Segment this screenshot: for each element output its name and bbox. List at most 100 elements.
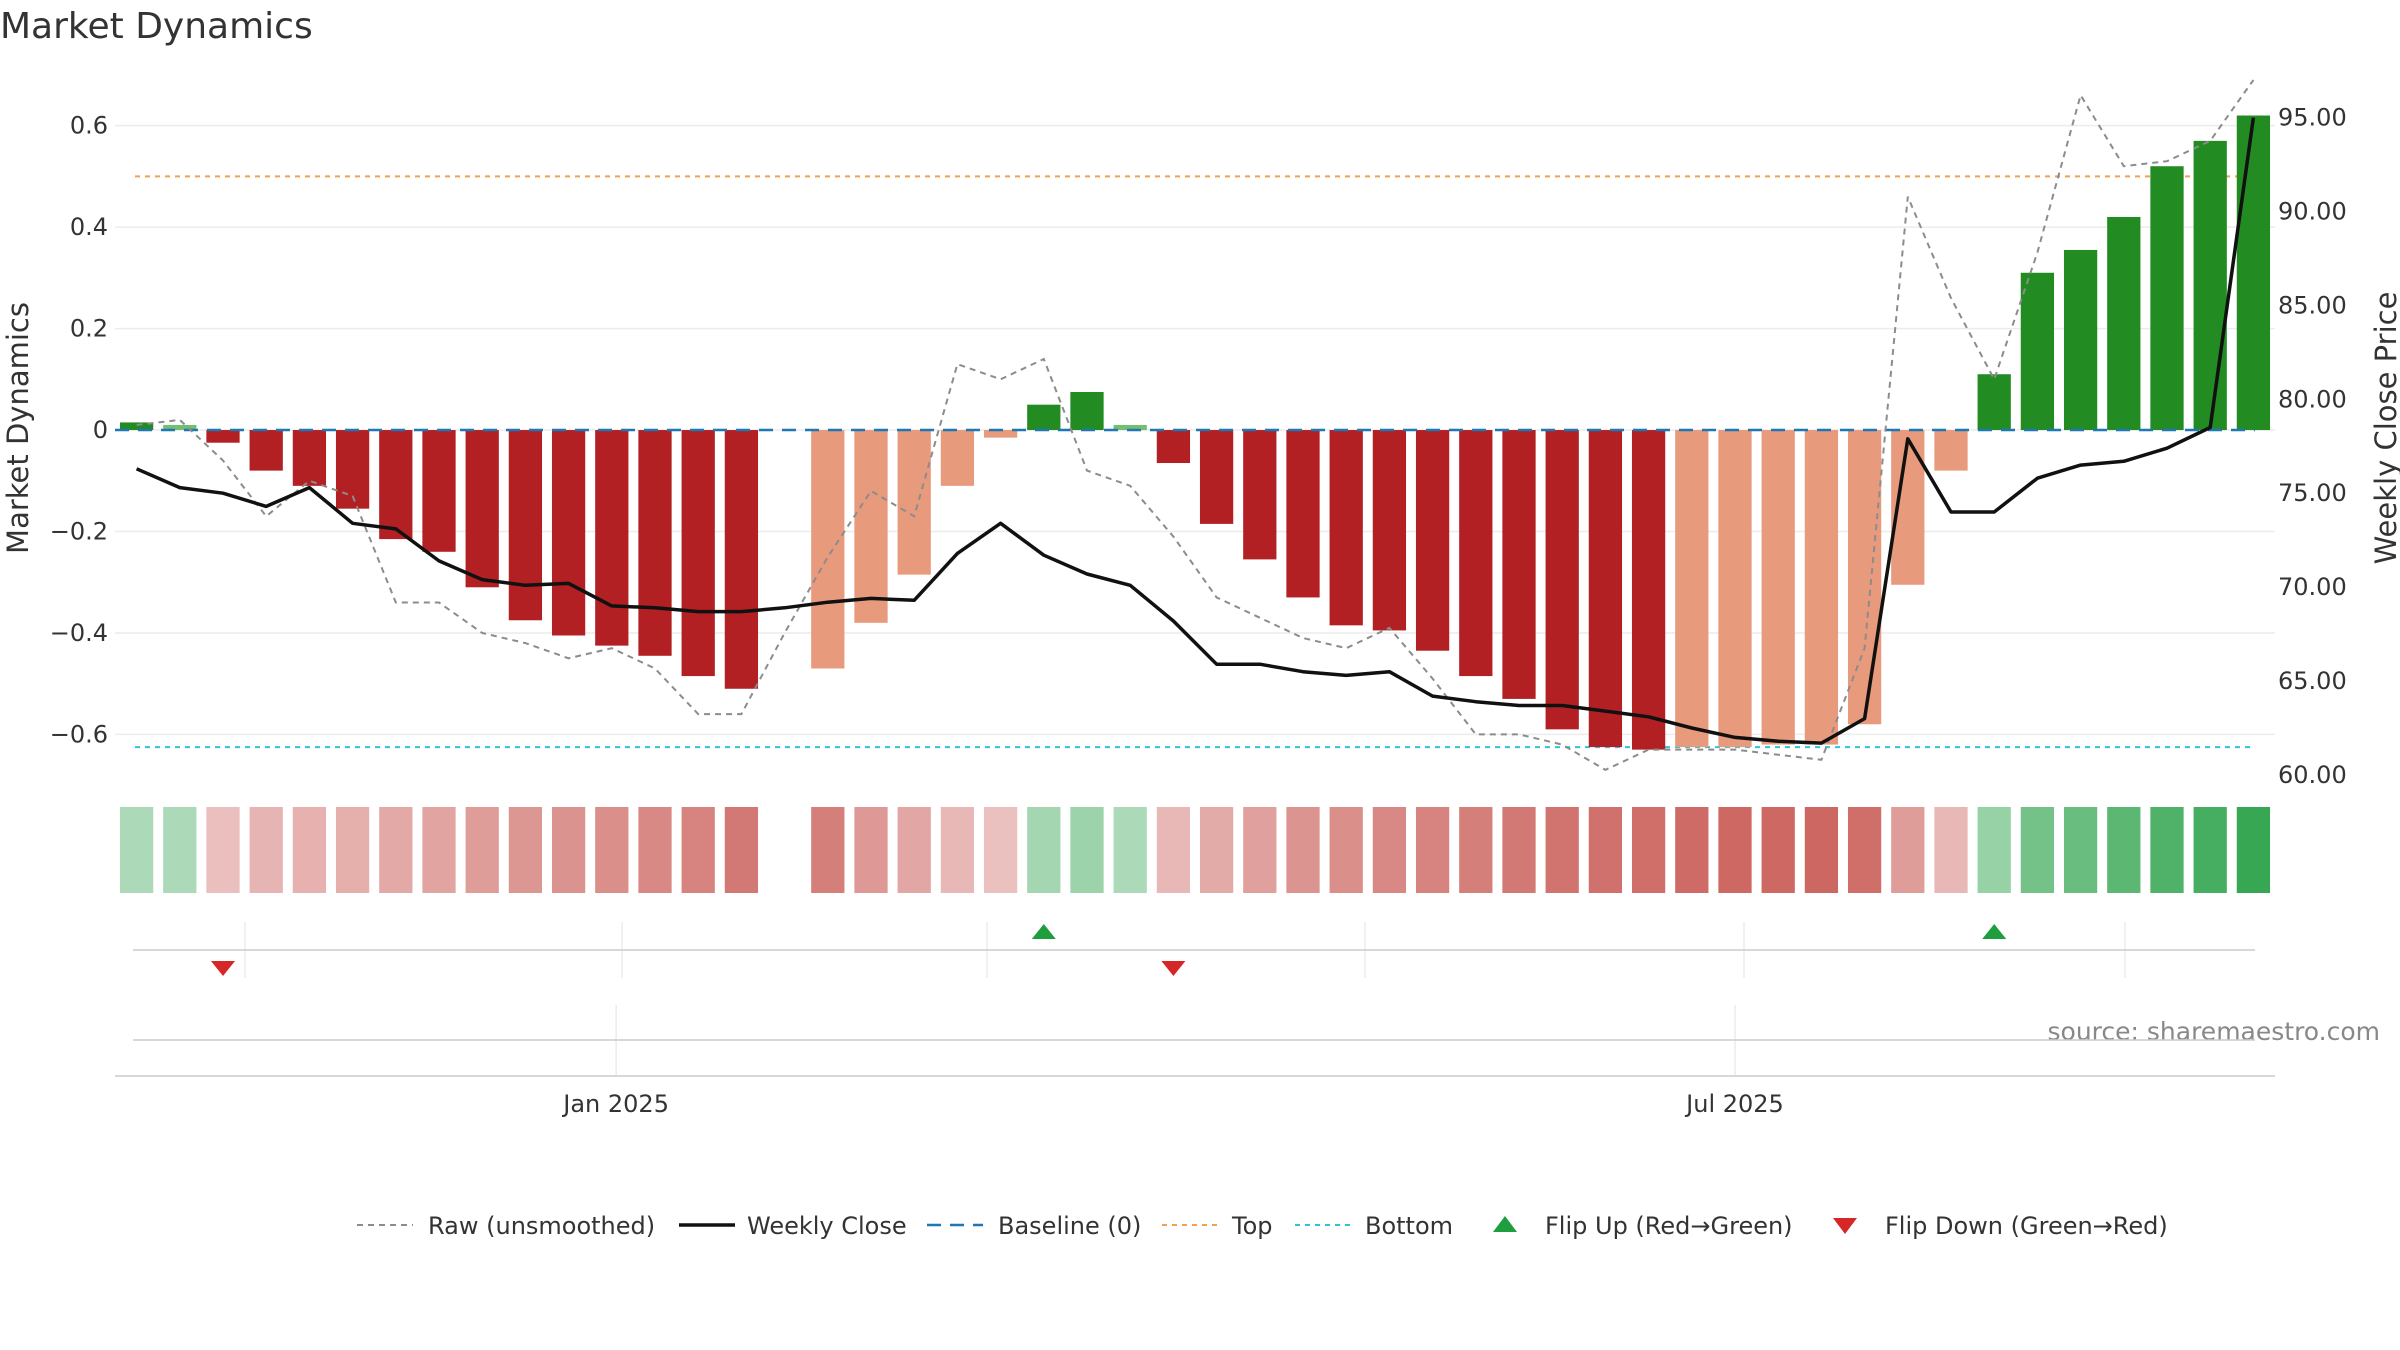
bar — [465, 430, 499, 588]
heat-cell — [292, 807, 327, 893]
bar — [2020, 272, 2055, 431]
bar — [595, 430, 629, 646]
heat-cell — [854, 807, 888, 893]
heat-cell — [983, 807, 1018, 893]
heat-cell — [1113, 807, 1147, 893]
y2-axis-label: Weekly Close Price — [2369, 292, 2400, 565]
heat-cell — [681, 807, 715, 893]
heat-cell — [1286, 807, 1320, 893]
bar — [897, 430, 931, 575]
bar — [1502, 430, 1536, 699]
y2-tick-label: 95.00 — [2278, 104, 2347, 132]
heat-cell — [1243, 807, 1277, 893]
bar — [724, 430, 759, 689]
heat-cell — [1459, 807, 1493, 893]
raw-series-line — [136, 79, 2255, 772]
y-tick-label: −0.4 — [50, 619, 108, 647]
y-tick-label: 0.2 — [70, 315, 108, 343]
bar — [249, 430, 283, 471]
legend-label: Baseline (0) — [998, 1212, 1141, 1240]
y2-tick-label: 60.00 — [2278, 761, 2347, 789]
bar — [2063, 249, 2098, 431]
y-tick-label: −0.2 — [50, 517, 108, 545]
heat-cell — [811, 807, 845, 893]
legend: Raw (unsmoothed) Weekly Close Baseline (0)… — [357, 1212, 2168, 1240]
flip-panel — [133, 922, 2255, 978]
bar — [1070, 391, 1104, 431]
bar — [1372, 430, 1407, 631]
bar — [1718, 430, 1752, 748]
bar — [1199, 430, 1234, 524]
heat-cell — [2107, 807, 2141, 893]
source-note: source: sharemaestro.com — [2048, 1017, 2381, 1046]
bar — [2107, 216, 2141, 431]
legend-label: Weekly Close — [747, 1212, 907, 1240]
y2-tick-label: 90.00 — [2278, 197, 2347, 225]
regime-heat-strip — [119, 807, 2271, 893]
heat-cell — [465, 807, 499, 893]
heat-cell — [724, 807, 759, 893]
bar — [1588, 430, 1623, 748]
heat-cell — [2236, 807, 2271, 893]
flip-up-marker — [1031, 924, 1056, 939]
legend-label: Flip Up (Red→Green) — [1545, 1212, 1793, 1240]
heat-cell — [2063, 807, 2098, 893]
bar — [2193, 140, 2227, 431]
bar — [1243, 430, 1277, 560]
bar — [1286, 430, 1320, 598]
y2-tick-label: 80.00 — [2278, 385, 2347, 413]
bar — [379, 430, 413, 540]
heat-cell — [897, 807, 931, 893]
heat-cell — [1502, 807, 1536, 893]
bar — [2236, 115, 2271, 431]
heat-cell — [1675, 807, 1709, 893]
legend-label: Bottom — [1365, 1212, 1453, 1240]
bar — [1847, 430, 1882, 725]
bar — [1415, 430, 1450, 651]
heat-cell — [335, 807, 370, 893]
heat-cell — [1761, 807, 1795, 893]
bar — [1761, 430, 1795, 745]
legend-label: Raw (unsmoothed) — [428, 1212, 655, 1240]
heat-cell — [163, 807, 197, 893]
heat-cell — [1415, 807, 1450, 893]
x-tick-label: Jul 2025 — [1684, 1090, 1784, 1118]
heat-cell — [1934, 807, 1968, 893]
y2-tick-label: 85.00 — [2278, 291, 2347, 319]
bar — [1156, 430, 1191, 464]
heat-cell — [1631, 807, 1666, 893]
heat-cell — [1372, 807, 1407, 893]
heat-cell — [379, 807, 413, 893]
y-tick-label: −0.6 — [50, 720, 108, 748]
bar — [854, 430, 888, 623]
legend-label: Top — [1231, 1212, 1273, 1240]
heat-cell — [1847, 807, 1882, 893]
bar — [2150, 166, 2184, 431]
bar — [1459, 430, 1493, 677]
heat-cell — [508, 807, 543, 893]
heat-cell — [1588, 807, 1623, 893]
heat-cell — [206, 807, 240, 893]
bar — [1675, 430, 1709, 748]
heat-cell — [1329, 807, 1363, 893]
bar — [1545, 430, 1579, 730]
bar — [1027, 404, 1061, 431]
heat-cell — [2150, 807, 2184, 893]
heat-cell — [1804, 807, 1839, 893]
y2-tick-label: 75.00 — [2278, 479, 2347, 507]
heat-cell — [638, 807, 672, 893]
heat-cell — [1545, 807, 1579, 893]
bar — [1113, 424, 1147, 431]
bar — [983, 430, 1018, 438]
y-tick-label: 0.4 — [70, 213, 108, 241]
bar — [508, 430, 543, 621]
date-axis-panel: Jan 2025 Jul 2025 — [115, 1005, 2275, 1118]
flip-down-marker — [211, 961, 235, 976]
heat-cell — [2193, 807, 2227, 893]
bar — [206, 430, 240, 443]
y-tick-label: 0.6 — [70, 112, 108, 140]
bar — [1631, 430, 1666, 750]
bar — [292, 430, 327, 486]
